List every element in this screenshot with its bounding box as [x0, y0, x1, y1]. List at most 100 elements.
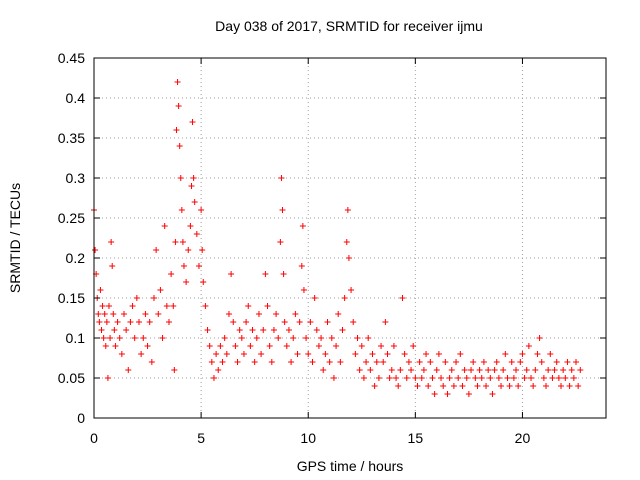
data-point — [177, 175, 184, 181]
data-point — [463, 375, 470, 381]
x-tick-label: 20 — [515, 430, 531, 446]
data-point — [150, 295, 157, 301]
data-point — [260, 327, 267, 333]
data-point — [408, 367, 415, 373]
data-point — [534, 351, 541, 357]
data-point — [157, 287, 164, 293]
y-tick-label: 0.4 — [66, 90, 86, 106]
data-point — [536, 335, 543, 341]
data-point — [174, 79, 181, 85]
data-point — [540, 375, 547, 381]
data-point — [112, 343, 119, 349]
data-point — [213, 351, 220, 357]
data-point — [431, 391, 438, 397]
data-point — [459, 383, 466, 389]
data-point — [564, 359, 571, 365]
data-point — [107, 335, 114, 341]
data-point — [412, 375, 419, 381]
data-point — [545, 367, 552, 373]
data-point — [341, 295, 348, 301]
data-point — [375, 375, 382, 381]
data-point — [104, 375, 111, 381]
data-point — [320, 367, 327, 373]
data-point — [425, 383, 432, 389]
data-point — [440, 383, 447, 389]
data-point — [532, 367, 539, 373]
plot-frame — [93, 57, 607, 419]
data-point — [285, 327, 292, 333]
y-tick-label: 0.25 — [58, 210, 85, 226]
data-point — [299, 223, 306, 229]
data-point — [243, 319, 250, 325]
data-point — [352, 351, 359, 357]
data-point — [191, 199, 198, 205]
data-point — [369, 351, 376, 357]
data-point — [179, 239, 186, 245]
data-point — [318, 335, 325, 341]
grid — [94, 58, 606, 418]
data-point — [472, 375, 479, 381]
data-point — [208, 359, 215, 365]
data-point — [438, 375, 445, 381]
data-point — [100, 335, 107, 341]
data-point — [221, 335, 228, 341]
data-point — [344, 207, 351, 213]
data-point — [111, 327, 118, 333]
data-point — [97, 287, 104, 293]
data-point — [343, 239, 350, 245]
data-point — [577, 367, 584, 373]
data-point — [123, 327, 130, 333]
data-point — [442, 359, 449, 365]
data-point — [170, 303, 177, 309]
data-point — [515, 383, 522, 389]
data-point — [371, 383, 378, 389]
data-point — [175, 103, 182, 109]
data-points — [91, 79, 584, 397]
data-point — [480, 359, 487, 365]
data-point — [350, 319, 357, 325]
y-tick-label: 0 — [77, 410, 85, 426]
data-point — [523, 367, 530, 373]
data-point — [199, 247, 206, 253]
data-point — [365, 335, 372, 341]
data-point — [116, 335, 123, 341]
data-point — [354, 335, 361, 341]
data-point — [114, 319, 121, 325]
data-point — [427, 359, 434, 365]
data-point — [474, 383, 481, 389]
data-point — [185, 247, 192, 253]
data-point — [367, 367, 374, 373]
data-point — [510, 375, 517, 381]
data-point — [288, 359, 295, 365]
data-point — [403, 375, 410, 381]
data-point — [204, 327, 211, 333]
y-tick-label: 0.2 — [66, 250, 86, 266]
data-point — [296, 319, 303, 325]
data-point — [444, 391, 451, 397]
data-point — [457, 351, 464, 357]
data-point — [120, 311, 127, 317]
data-point — [298, 263, 305, 269]
data-point — [161, 223, 168, 229]
x-tick-label: 10 — [300, 430, 316, 446]
data-point — [133, 295, 140, 301]
data-point — [189, 119, 196, 125]
y-axis-title: SRMTID / TECUs — [7, 183, 23, 293]
data-point — [245, 303, 252, 309]
data-point — [264, 303, 271, 309]
data-point — [270, 327, 277, 333]
data-point — [483, 383, 490, 389]
data-point — [195, 263, 202, 269]
data-point — [575, 383, 582, 389]
data-point — [386, 375, 393, 381]
data-point — [568, 367, 575, 373]
data-point — [470, 359, 477, 365]
data-point — [348, 287, 355, 293]
data-point — [262, 271, 269, 277]
data-point — [373, 359, 380, 365]
data-point — [566, 383, 573, 389]
data-point — [468, 367, 475, 373]
data-point — [183, 279, 190, 285]
data-point — [273, 311, 280, 317]
data-point — [230, 319, 237, 325]
